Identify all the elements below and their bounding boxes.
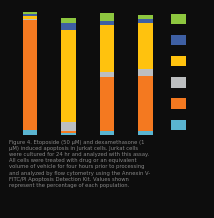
Bar: [100, 21, 114, 25]
Bar: [100, 72, 114, 77]
Bar: [100, 25, 114, 72]
Bar: [23, 16, 37, 19]
Bar: [100, 131, 114, 135]
FancyBboxPatch shape: [171, 56, 186, 66]
Bar: [138, 23, 153, 69]
Bar: [61, 133, 76, 135]
Bar: [61, 122, 76, 131]
Bar: [61, 18, 76, 23]
FancyBboxPatch shape: [171, 99, 186, 109]
Bar: [23, 19, 37, 20]
Bar: [23, 130, 37, 135]
Text: Figure 4. Etoposide (50 μM) and dexamethasone (1
μM) induced apoptosis in Jurkat: Figure 4. Etoposide (50 μM) and dexameth…: [9, 140, 150, 188]
Bar: [23, 12, 37, 14]
FancyBboxPatch shape: [171, 77, 186, 88]
Bar: [138, 131, 153, 135]
Bar: [61, 23, 76, 30]
FancyBboxPatch shape: [171, 14, 186, 24]
Bar: [100, 12, 114, 21]
Bar: [23, 20, 37, 130]
Bar: [138, 76, 153, 131]
Bar: [138, 69, 153, 76]
Bar: [23, 14, 37, 16]
Bar: [138, 15, 153, 19]
Bar: [138, 19, 153, 23]
Bar: [61, 30, 76, 122]
Bar: [61, 131, 76, 133]
Bar: [100, 77, 114, 131]
FancyBboxPatch shape: [171, 35, 186, 45]
FancyBboxPatch shape: [171, 119, 186, 130]
